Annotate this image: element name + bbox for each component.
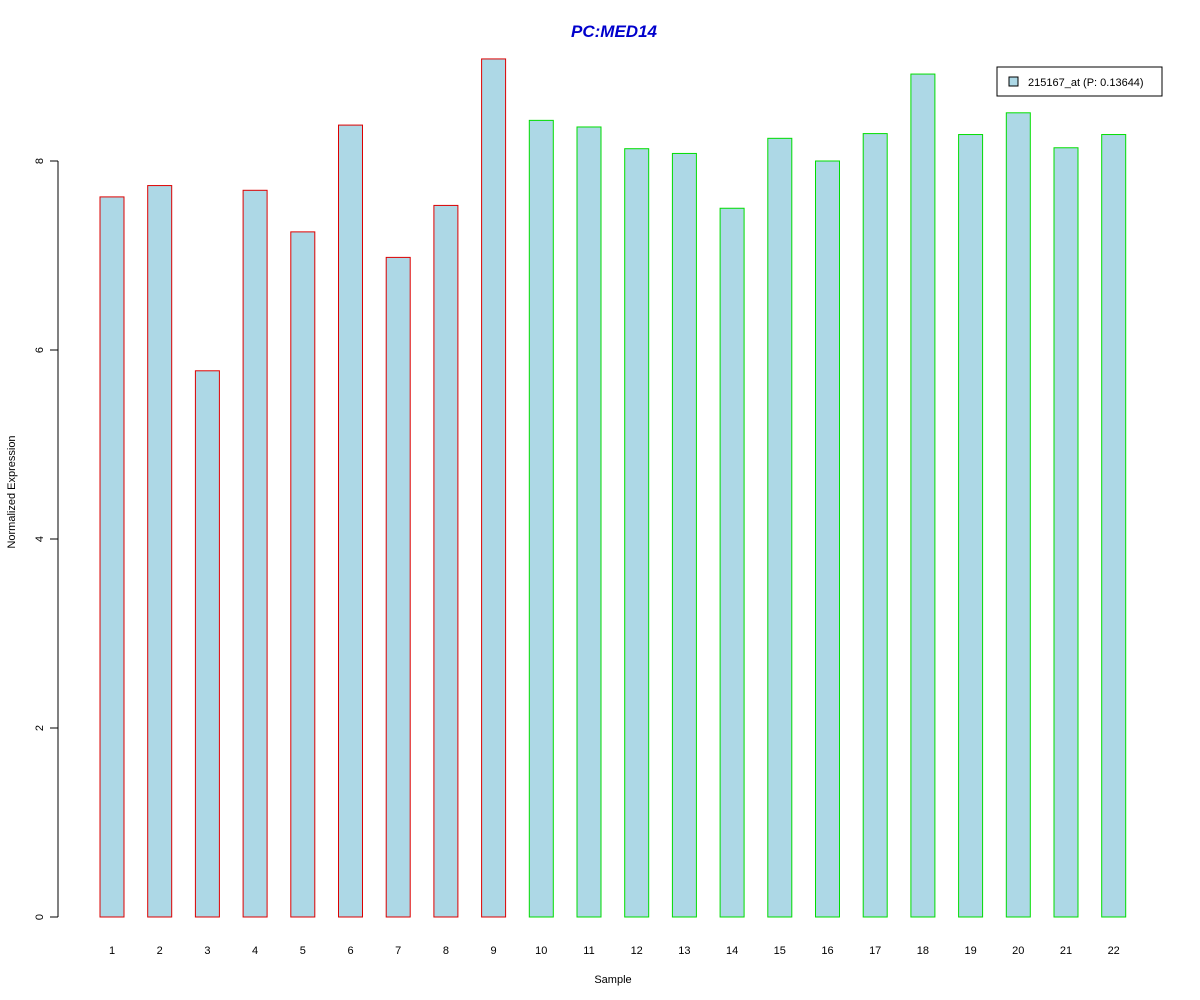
y-tick-label: 0 bbox=[34, 914, 46, 920]
bar-sample-19 bbox=[958, 134, 984, 918]
bar-sample-13 bbox=[671, 152, 697, 918]
x-tick-label: 10 bbox=[535, 945, 547, 957]
bar-sample-5 bbox=[290, 231, 316, 918]
x-tick-label: 19 bbox=[964, 945, 976, 957]
x-tick-label: 3 bbox=[204, 945, 210, 957]
bar-sample-6 bbox=[338, 124, 363, 918]
x-tick-label: 9 bbox=[491, 945, 497, 957]
bar-sample-14 bbox=[719, 207, 745, 918]
legend: 215167_at (P: 0.13644) bbox=[996, 66, 1163, 97]
legend-entry-label: 215167_at (P: 0.13644) bbox=[1028, 77, 1144, 89]
bar-sample-7 bbox=[385, 256, 411, 918]
y-tick-label: 8 bbox=[34, 158, 46, 164]
bar-sample-10 bbox=[528, 119, 554, 918]
legend-box bbox=[996, 66, 1163, 97]
bar-sample-21 bbox=[1053, 147, 1079, 918]
x-tick-label: 5 bbox=[300, 945, 306, 957]
x-tick-label: 11 bbox=[583, 945, 594, 957]
legend-swatch bbox=[1008, 76, 1019, 87]
bar-sample-12 bbox=[624, 148, 650, 918]
bar-sample-20 bbox=[1005, 112, 1031, 918]
bar-sample-4 bbox=[242, 189, 268, 918]
x-tick-label: 18 bbox=[917, 945, 929, 957]
bars-group bbox=[99, 58, 1127, 918]
y-tick-label: 4 bbox=[34, 536, 46, 542]
x-axis-label: Sample bbox=[594, 974, 631, 986]
x-tick-label: 13 bbox=[678, 945, 690, 957]
bar-sample-2 bbox=[147, 185, 173, 918]
x-tick-label: 15 bbox=[774, 945, 786, 957]
bar-sample-22 bbox=[1101, 134, 1127, 918]
chart-title: PC:MED14 bbox=[571, 22, 658, 41]
bar-sample-8 bbox=[433, 204, 459, 918]
y-axis: 0 2 4 6 8 bbox=[34, 158, 59, 920]
x-tick-label: 1 bbox=[109, 945, 115, 957]
x-tick-label: 20 bbox=[1012, 945, 1024, 957]
x-tick-label: 17 bbox=[869, 945, 881, 957]
x-tick-label: 6 bbox=[347, 945, 353, 957]
x-tick-label: 14 bbox=[726, 945, 738, 957]
y-tick-label: 6 bbox=[34, 347, 46, 353]
y-tick-label: 2 bbox=[34, 725, 46, 731]
x-tick-label: 7 bbox=[395, 945, 401, 957]
bar-sample-11 bbox=[576, 126, 602, 918]
y-axis-label: Normalized Expression bbox=[6, 435, 18, 548]
x-tick-label: 22 bbox=[1108, 945, 1120, 957]
bar-sample-9 bbox=[481, 58, 507, 918]
bar-sample-17 bbox=[862, 133, 888, 918]
bar-sample-15 bbox=[767, 137, 793, 918]
x-tick-labels: 1 2 3 4 5 6 7 8 9 10 11 12 13 14 15 16 17 18 19 20 21 22 bbox=[109, 945, 1120, 957]
x-tick-label: 4 bbox=[252, 945, 258, 957]
bar-sample-3 bbox=[194, 370, 220, 918]
x-tick-label: 16 bbox=[821, 945, 833, 957]
x-tick-label: 21 bbox=[1060, 945, 1072, 957]
x-tick-label: 2 bbox=[157, 945, 163, 957]
bar-sample-1 bbox=[99, 196, 125, 918]
x-tick-label: 12 bbox=[631, 945, 643, 957]
x-tick-label: 8 bbox=[443, 945, 449, 957]
bar-sample-16 bbox=[815, 160, 840, 918]
bar-sample-18 bbox=[910, 73, 936, 918]
